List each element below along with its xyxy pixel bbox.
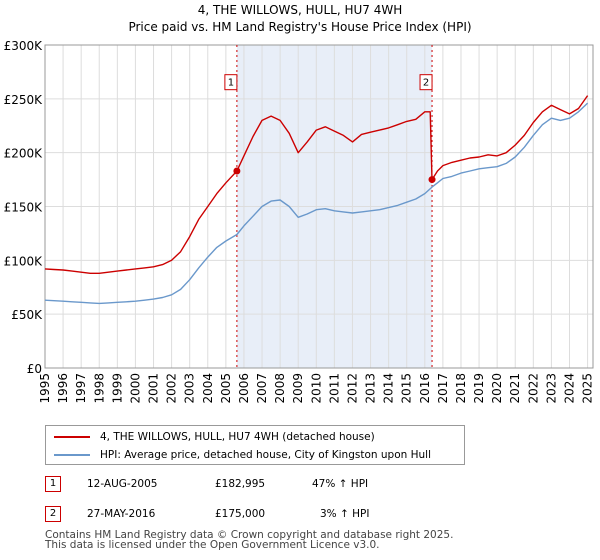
x-tick-label: 2001	[147, 373, 161, 404]
sale-label-box	[224, 74, 238, 91]
x-tick-label: 2025	[581, 373, 595, 404]
y-tick-label: £250K	[4, 93, 44, 107]
x-tick-label: 1997	[74, 373, 88, 404]
x-tick-label: 2005	[219, 373, 233, 404]
sale-point	[428, 176, 436, 184]
x-tick-label: 2019	[472, 373, 486, 404]
x-tick-label: 2006	[237, 373, 251, 404]
legend-item-hpi: HPI: Average price, detached house, City…	[54, 446, 431, 464]
transaction-marker: 1	[45, 476, 61, 492]
y-tick-label: £0	[27, 362, 42, 376]
sale-point	[233, 167, 241, 175]
price-chart: 4, THE WILLOWS, HULL, HU7 4WH Price paid…	[4, 3, 595, 404]
property-price-line	[44, 95, 589, 274]
x-tick-label: 2021	[508, 373, 522, 404]
sale-label-text: 2	[423, 78, 429, 89]
x-tick-label: 2014	[382, 373, 396, 404]
y-tick-label: £50K	[11, 308, 43, 322]
transaction-price: £175,000	[215, 508, 266, 520]
x-tick-label: 1999	[110, 373, 124, 404]
legend-swatch-hpi	[54, 454, 90, 456]
x-tick-label: 1996	[56, 373, 70, 404]
x-tick-label: 2016	[418, 373, 432, 404]
x-tick-label: 2020	[490, 373, 504, 404]
transaction-hpi-change: 47% ↑ HPI	[312, 478, 369, 490]
y-tick-label: £300K	[4, 39, 44, 53]
legend: 4, THE WILLOWS, HULL, HU7 4WH (detached …	[45, 425, 465, 465]
footer: Contains HM Land Registry data © Crown c…	[45, 529, 454, 551]
legend-label-hpi: HPI: Average price, detached house, City…	[100, 449, 431, 461]
x-tick-label: 2002	[165, 373, 179, 404]
sale-label-text: 1	[228, 78, 234, 89]
y-tick-label: £200K	[4, 147, 44, 161]
x-tick-label: 2013	[364, 373, 378, 404]
x-tick-label: 1995	[38, 373, 52, 404]
transaction-price: £182,995	[215, 478, 266, 490]
x-tick-label: 2017	[436, 373, 450, 404]
sale-label-box	[419, 74, 433, 91]
legend-label-property: 4, THE WILLOWS, HULL, HU7 4WH (detached …	[100, 431, 375, 443]
x-tick-label: 2003	[183, 373, 197, 404]
legend-swatch-property	[54, 436, 90, 438]
x-tick-label: 2012	[345, 373, 359, 404]
x-tick-label: 2008	[273, 373, 287, 404]
x-tick-label: 2004	[201, 373, 215, 404]
y-tick-label: £150K	[4, 201, 44, 215]
plot-frame	[44, 44, 594, 369]
x-tick-label: 2022	[526, 373, 540, 404]
x-tick-label: 2009	[291, 373, 305, 404]
x-tick-label: 2007	[255, 373, 269, 404]
transaction-date: 27-MAY-2016	[87, 508, 156, 520]
x-tick-label: 2011	[327, 373, 341, 404]
x-tick-label: 2015	[400, 373, 414, 404]
chart-title: 4, THE WILLOWS, HULL, HU7 4WH	[198, 3, 403, 17]
x-tick-label: 2023	[544, 373, 558, 404]
transaction-marker: 2	[45, 506, 61, 522]
x-tick-label: 2018	[454, 373, 468, 404]
hpi-line	[44, 102, 589, 305]
chart-subtitle: Price paid vs. HM Land Registry's House …	[128, 20, 471, 34]
transaction-date: 12-AUG-2005	[87, 478, 158, 490]
x-tick-label: 2010	[309, 373, 323, 404]
footer-licence: This data is licensed under the Open Gov…	[45, 539, 380, 551]
x-tick-label: 2000	[128, 373, 142, 404]
y-tick-label: £100K	[4, 254, 44, 268]
footer-copyright: Contains HM Land Registry data © Crown c…	[45, 529, 454, 541]
x-tick-label: 2024	[562, 373, 576, 404]
transaction-hpi-change: 3% ↑ HPI	[320, 508, 370, 520]
x-tick-label: 1998	[92, 373, 106, 404]
legend-item-property: 4, THE WILLOWS, HULL, HU7 4WH (detached …	[54, 428, 375, 446]
